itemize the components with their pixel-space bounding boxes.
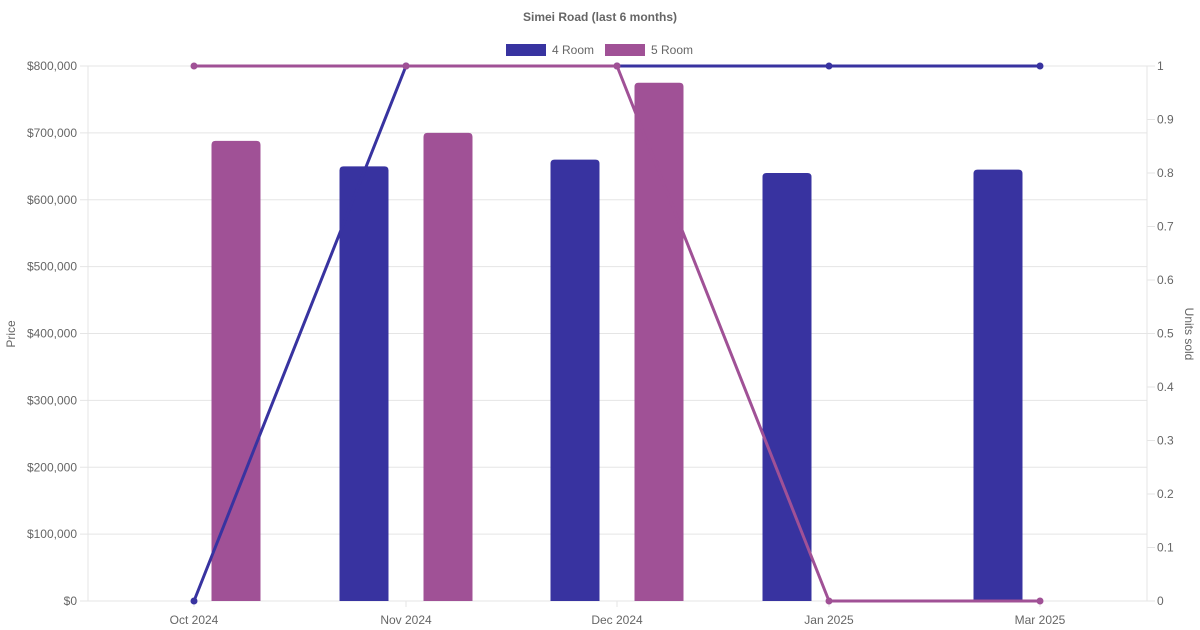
left-tick-label: $700,000 <box>27 126 77 140</box>
right-axis-ticks: 0 0.1 0.2 0.3 0.4 0.5 0.6 0.7 0.8 0.9 1 <box>1157 59 1174 608</box>
left-tick-label: $0 <box>64 594 78 608</box>
point-4-room <box>190 597 198 605</box>
right-tick-label: 0.8 <box>1157 166 1174 180</box>
x-tick-label: Oct 2024 <box>170 613 219 627</box>
bar-5-room <box>211 140 261 601</box>
x-tick-label: Dec 2024 <box>591 613 643 627</box>
legend-item-4-room[interactable]: 4 Room <box>506 43 594 57</box>
left-tick-label: $400,000 <box>27 327 77 341</box>
right-tick-label: 1 <box>1157 59 1164 73</box>
point-5-room <box>613 62 621 70</box>
right-tick-label: 0 <box>1157 594 1164 608</box>
point-5-room <box>1036 597 1044 605</box>
left-tick-label: $800,000 <box>27 59 77 73</box>
legend-label-5-room: 5 Room <box>651 43 693 57</box>
x-axis-ticks: Oct 2024 Nov 2024 Dec 2024 Jan 2025 Mar 2025 <box>170 613 1066 627</box>
right-tick-label: 0.3 <box>1157 434 1174 448</box>
point-4-room <box>1036 62 1044 70</box>
right-tick-label: 0.6 <box>1157 273 1174 287</box>
left-tick-label: $600,000 <box>27 193 77 207</box>
bar-5-room <box>634 82 684 601</box>
left-axis-ticks: $0 $100,000 $200,000 $300,000 $400,000 $500,0… <box>27 59 77 608</box>
right-axis-title: Units sold <box>1182 308 1196 361</box>
point-5-room <box>190 62 198 70</box>
chart-title: Simei Road (last 6 months) <box>523 10 677 24</box>
right-tick-label: 0.2 <box>1157 487 1174 501</box>
bar-series <box>211 82 1023 601</box>
legend: 4 Room 5 Room <box>506 43 693 57</box>
legend-swatch-4-room <box>506 44 546 56</box>
bar-4-room <box>550 159 600 601</box>
bar-4-room <box>973 169 1023 601</box>
legend-label-4-room: 4 Room <box>552 43 594 57</box>
left-axis-title: Price <box>4 320 18 348</box>
point-4-room <box>825 62 833 70</box>
bar-5-room <box>423 132 473 601</box>
right-tick-label: 0.9 <box>1157 113 1174 127</box>
right-tick-label: 0.7 <box>1157 220 1174 234</box>
point-5-room <box>825 597 833 605</box>
legend-item-5-room[interactable]: 5 Room <box>605 43 693 57</box>
x-tick-label: Nov 2024 <box>380 613 432 627</box>
right-tick-label: 0.5 <box>1157 327 1174 341</box>
right-tick-label: 0.1 <box>1157 541 1174 555</box>
left-tick-label: $200,000 <box>27 460 77 474</box>
left-tick-label: $100,000 <box>27 527 77 541</box>
line-series <box>190 62 1044 605</box>
left-tick-label: $300,000 <box>27 393 77 407</box>
left-tick-label: $500,000 <box>27 260 77 274</box>
x-tick-label: Jan 2025 <box>804 613 854 627</box>
point-5-room <box>402 62 410 70</box>
legend-swatch-5-room <box>605 44 645 56</box>
x-tick-label: Mar 2025 <box>1015 613 1066 627</box>
right-tick-label: 0.4 <box>1157 380 1174 394</box>
bar-4-room <box>339 166 389 601</box>
bar-4-room <box>762 173 812 601</box>
